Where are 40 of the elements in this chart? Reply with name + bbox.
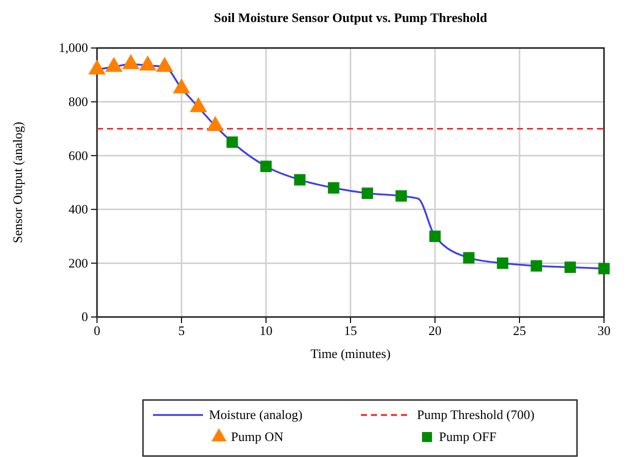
y-tick-label: 1,000	[58, 40, 88, 56]
point	[294, 174, 306, 186]
x-tick-label: 15	[344, 323, 357, 338]
x-axis-title: Time (minutes)	[310, 346, 391, 361]
point	[105, 56, 123, 72]
y-tick-label: 0	[82, 309, 88, 324]
chart-title: Soil Moisture Sensor Output vs. Pump Threshold	[214, 10, 488, 25]
point	[362, 188, 374, 199]
point	[429, 230, 441, 242]
point	[328, 182, 340, 194]
point	[190, 97, 208, 112]
point	[564, 262, 576, 273]
point	[122, 54, 140, 70]
point	[598, 262, 610, 274]
point	[139, 55, 156, 70]
legend-label: Pump Threshold (700)	[417, 407, 534, 422]
point	[496, 258, 508, 269]
x-tick-label: 20	[428, 323, 442, 338]
y-tick-label: 200	[68, 255, 88, 270]
x-tick-label: 10	[260, 323, 272, 338]
y-axis-title: Sensor Output (analog)	[10, 122, 25, 244]
legend-label: Pump ON	[231, 429, 284, 444]
point	[226, 136, 238, 148]
x-tick-label: 25	[513, 323, 526, 338]
y-tick-label: 400	[68, 202, 88, 217]
legend-label: Moisture (analog)	[209, 407, 303, 422]
point	[172, 78, 190, 94]
point	[530, 260, 542, 272]
point	[156, 56, 174, 72]
point	[463, 252, 474, 264]
x-tick-label: 5	[178, 323, 185, 338]
point	[206, 116, 224, 132]
x-tick-label: 0	[94, 323, 100, 338]
y-tick-label: 600	[68, 148, 88, 163]
point	[396, 190, 407, 202]
point	[88, 60, 106, 75]
x-tick-label: 30	[598, 323, 610, 338]
point	[260, 160, 272, 172]
legend-label: Pump OFF	[439, 429, 496, 444]
y-tick-label: 800	[68, 94, 88, 109]
